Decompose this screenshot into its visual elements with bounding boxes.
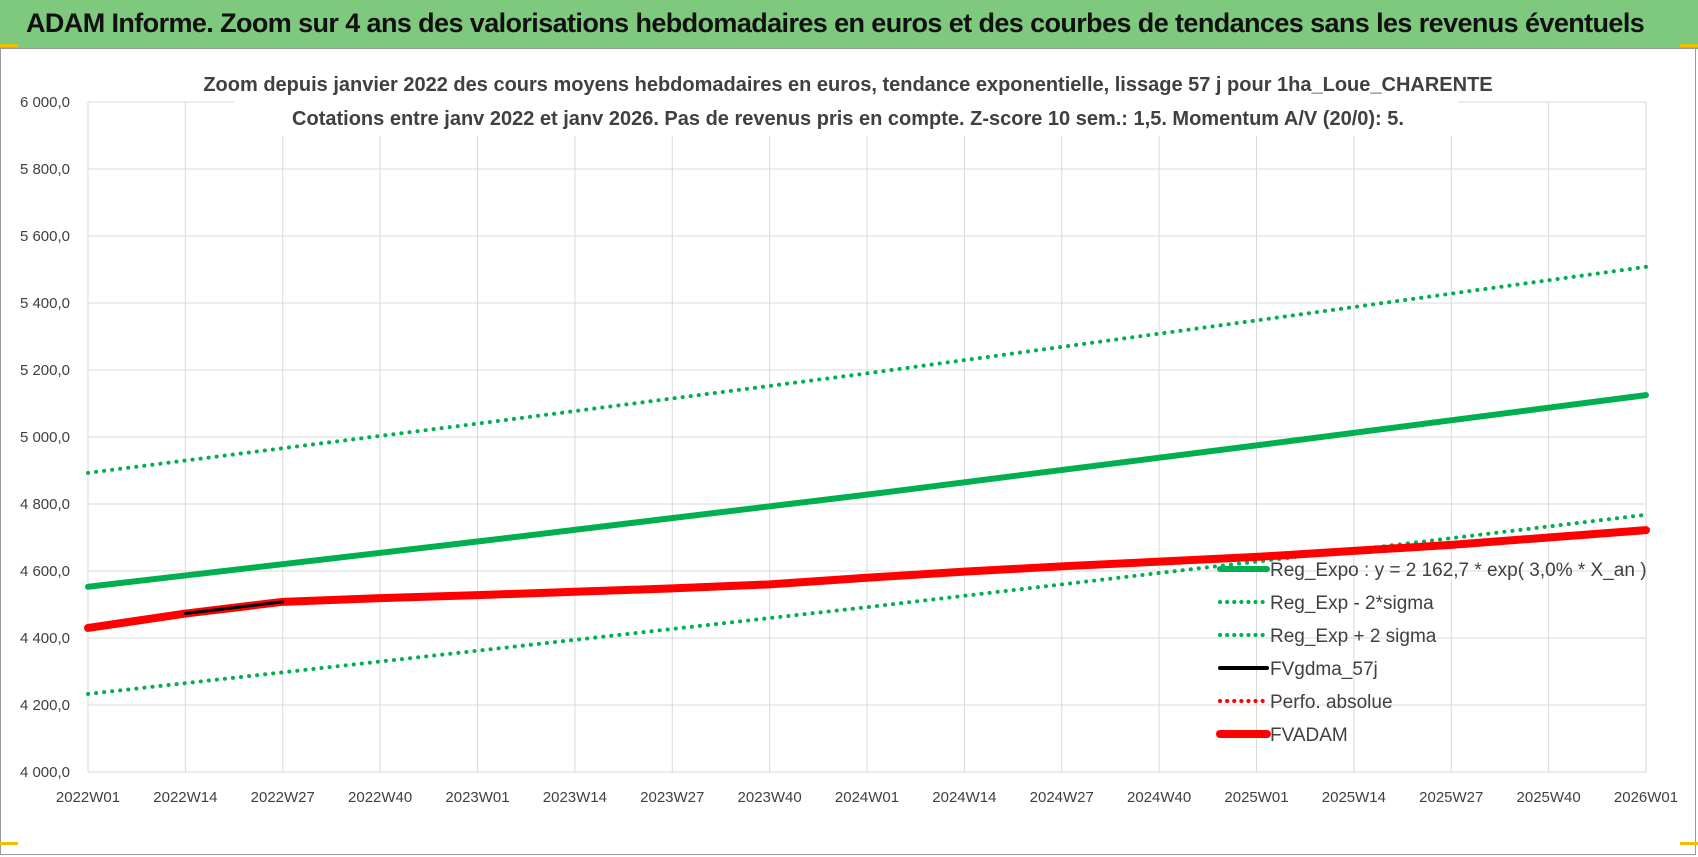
x-tick-label: 2022W14 [153,789,217,806]
x-tick-label: 2025W40 [1517,789,1581,806]
x-tick-label: 2023W27 [640,789,704,806]
legend-label: Reg_Exp + 2 sigma [1270,626,1437,647]
x-tick-label: 2022W01 [56,789,120,806]
x-tick-label: 2023W14 [543,789,607,806]
x-tick-label: 2022W27 [251,789,315,806]
y-tick-label: 4 800,0 [20,496,70,513]
y-tick-label: 4 200,0 [20,697,70,714]
corner-mark-top-left [0,44,18,47]
y-tick-label: 4 600,0 [20,563,70,580]
x-tick-label: 2024W27 [1030,789,1094,806]
y-tick-label: 5 000,0 [20,429,70,446]
y-tick-label: 4 000,0 [20,764,70,781]
x-tick-label: 2022W40 [348,789,412,806]
series-line-3 [183,600,285,616]
x-tick-label: 2025W14 [1322,789,1386,806]
header-title: ADAM Informe. Zoom sur 4 ans des valoris… [26,8,1645,38]
y-tick-label: 5 400,0 [20,295,70,312]
y-tick-label: 5 200,0 [20,362,70,379]
y-tick-label: 5 800,0 [20,161,70,178]
x-tick-label: 2024W01 [835,789,899,806]
chart-frame [0,48,1696,855]
chart-subtitle: Cotations entre janv 2022 et janv 2026. … [292,108,1404,130]
legend-label: Reg_Exp - 2*sigma [1270,593,1434,614]
x-tick-label: 2026W01 [1614,789,1678,806]
legend-label: FVADAM [1270,725,1348,746]
corner-mark-bottom-left [0,842,18,845]
x-tick-label: 2025W01 [1224,789,1288,806]
corner-mark-top-right [1680,44,1698,47]
legend-label: Perfo. absolue [1270,692,1393,713]
x-tick-label: 2024W14 [932,789,996,806]
header-bar: ADAM Informe. Zoom sur 4 ans des valoris… [0,0,1698,49]
corner-mark-bottom-right [1680,842,1698,845]
title-background [234,66,1458,136]
x-tick-label: 2024W40 [1127,789,1191,806]
chart-title: Zoom depuis janvier 2022 des cours moyen… [203,74,1492,96]
legend-label: Reg_Expo : y = 2 162,7 * exp( 3,0% * X_a… [1270,560,1647,581]
y-tick-label: 5 600,0 [20,228,70,245]
legend-label: FVgdma_57j [1270,659,1378,680]
x-tick-label: 2025W27 [1419,789,1483,806]
x-tick-label: 2023W40 [738,789,802,806]
y-tick-label: 6 000,0 [20,94,70,111]
x-tick-label: 2023W01 [445,789,509,806]
y-tick-label: 4 400,0 [20,630,70,647]
